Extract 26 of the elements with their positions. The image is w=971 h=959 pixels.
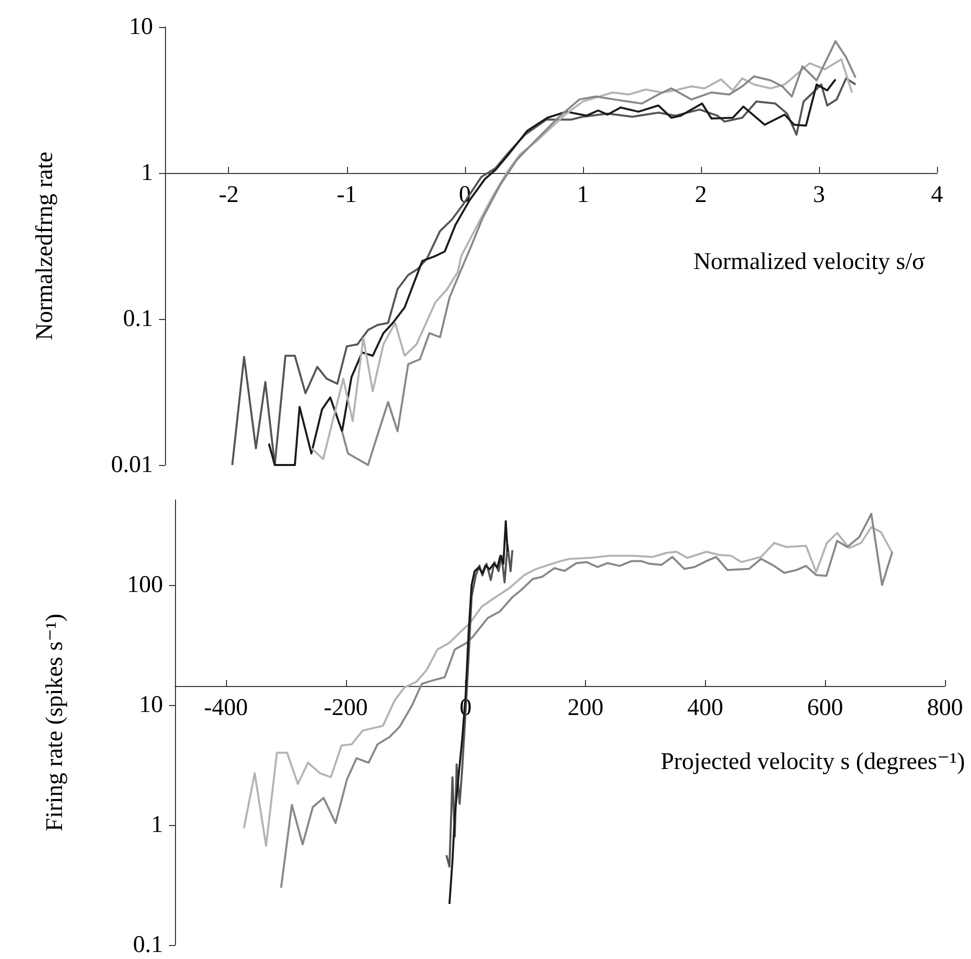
x-tick-label: -2 [218, 182, 239, 208]
y-axis-title: Firing rate (spikes s⁻¹) [42, 614, 68, 832]
y-tick-label: 0.1 [123, 306, 153, 332]
x-tick-label: -1 [336, 182, 357, 208]
line-series [445, 544, 514, 868]
y-axis-title: Normalzedfrng rate [32, 152, 58, 340]
x-tick-label: 1 [576, 182, 589, 208]
line-series [448, 520, 509, 905]
y-tick-label: 0.01 [111, 452, 153, 478]
x-tick-label: 800 [927, 695, 963, 722]
y-tick-label: 0.1 [133, 932, 163, 958]
x-tick-label: 2 [694, 182, 707, 208]
x-tick-label: 4 [931, 182, 943, 208]
x-tick-label: 3 [812, 182, 825, 208]
y-tick-label: 10 [139, 692, 163, 718]
x-tick-label: 400 [687, 695, 724, 722]
y-tick-label: 1 [141, 160, 153, 186]
x-tick-label: 600 [807, 695, 844, 722]
x-tick-label: -400 [204, 695, 248, 722]
y-tick-label: 10 [129, 14, 153, 40]
x-tick-label: 200 [567, 695, 604, 722]
x-tick-label: -200 [324, 695, 368, 722]
y-tick-label: 100 [127, 572, 163, 598]
x-axis-title: Normalized velocity s/σ [693, 249, 926, 275]
x-axis-title: Projected velocity s (degrees⁻¹) [660, 749, 966, 775]
y-tick-label: 1 [151, 812, 163, 838]
